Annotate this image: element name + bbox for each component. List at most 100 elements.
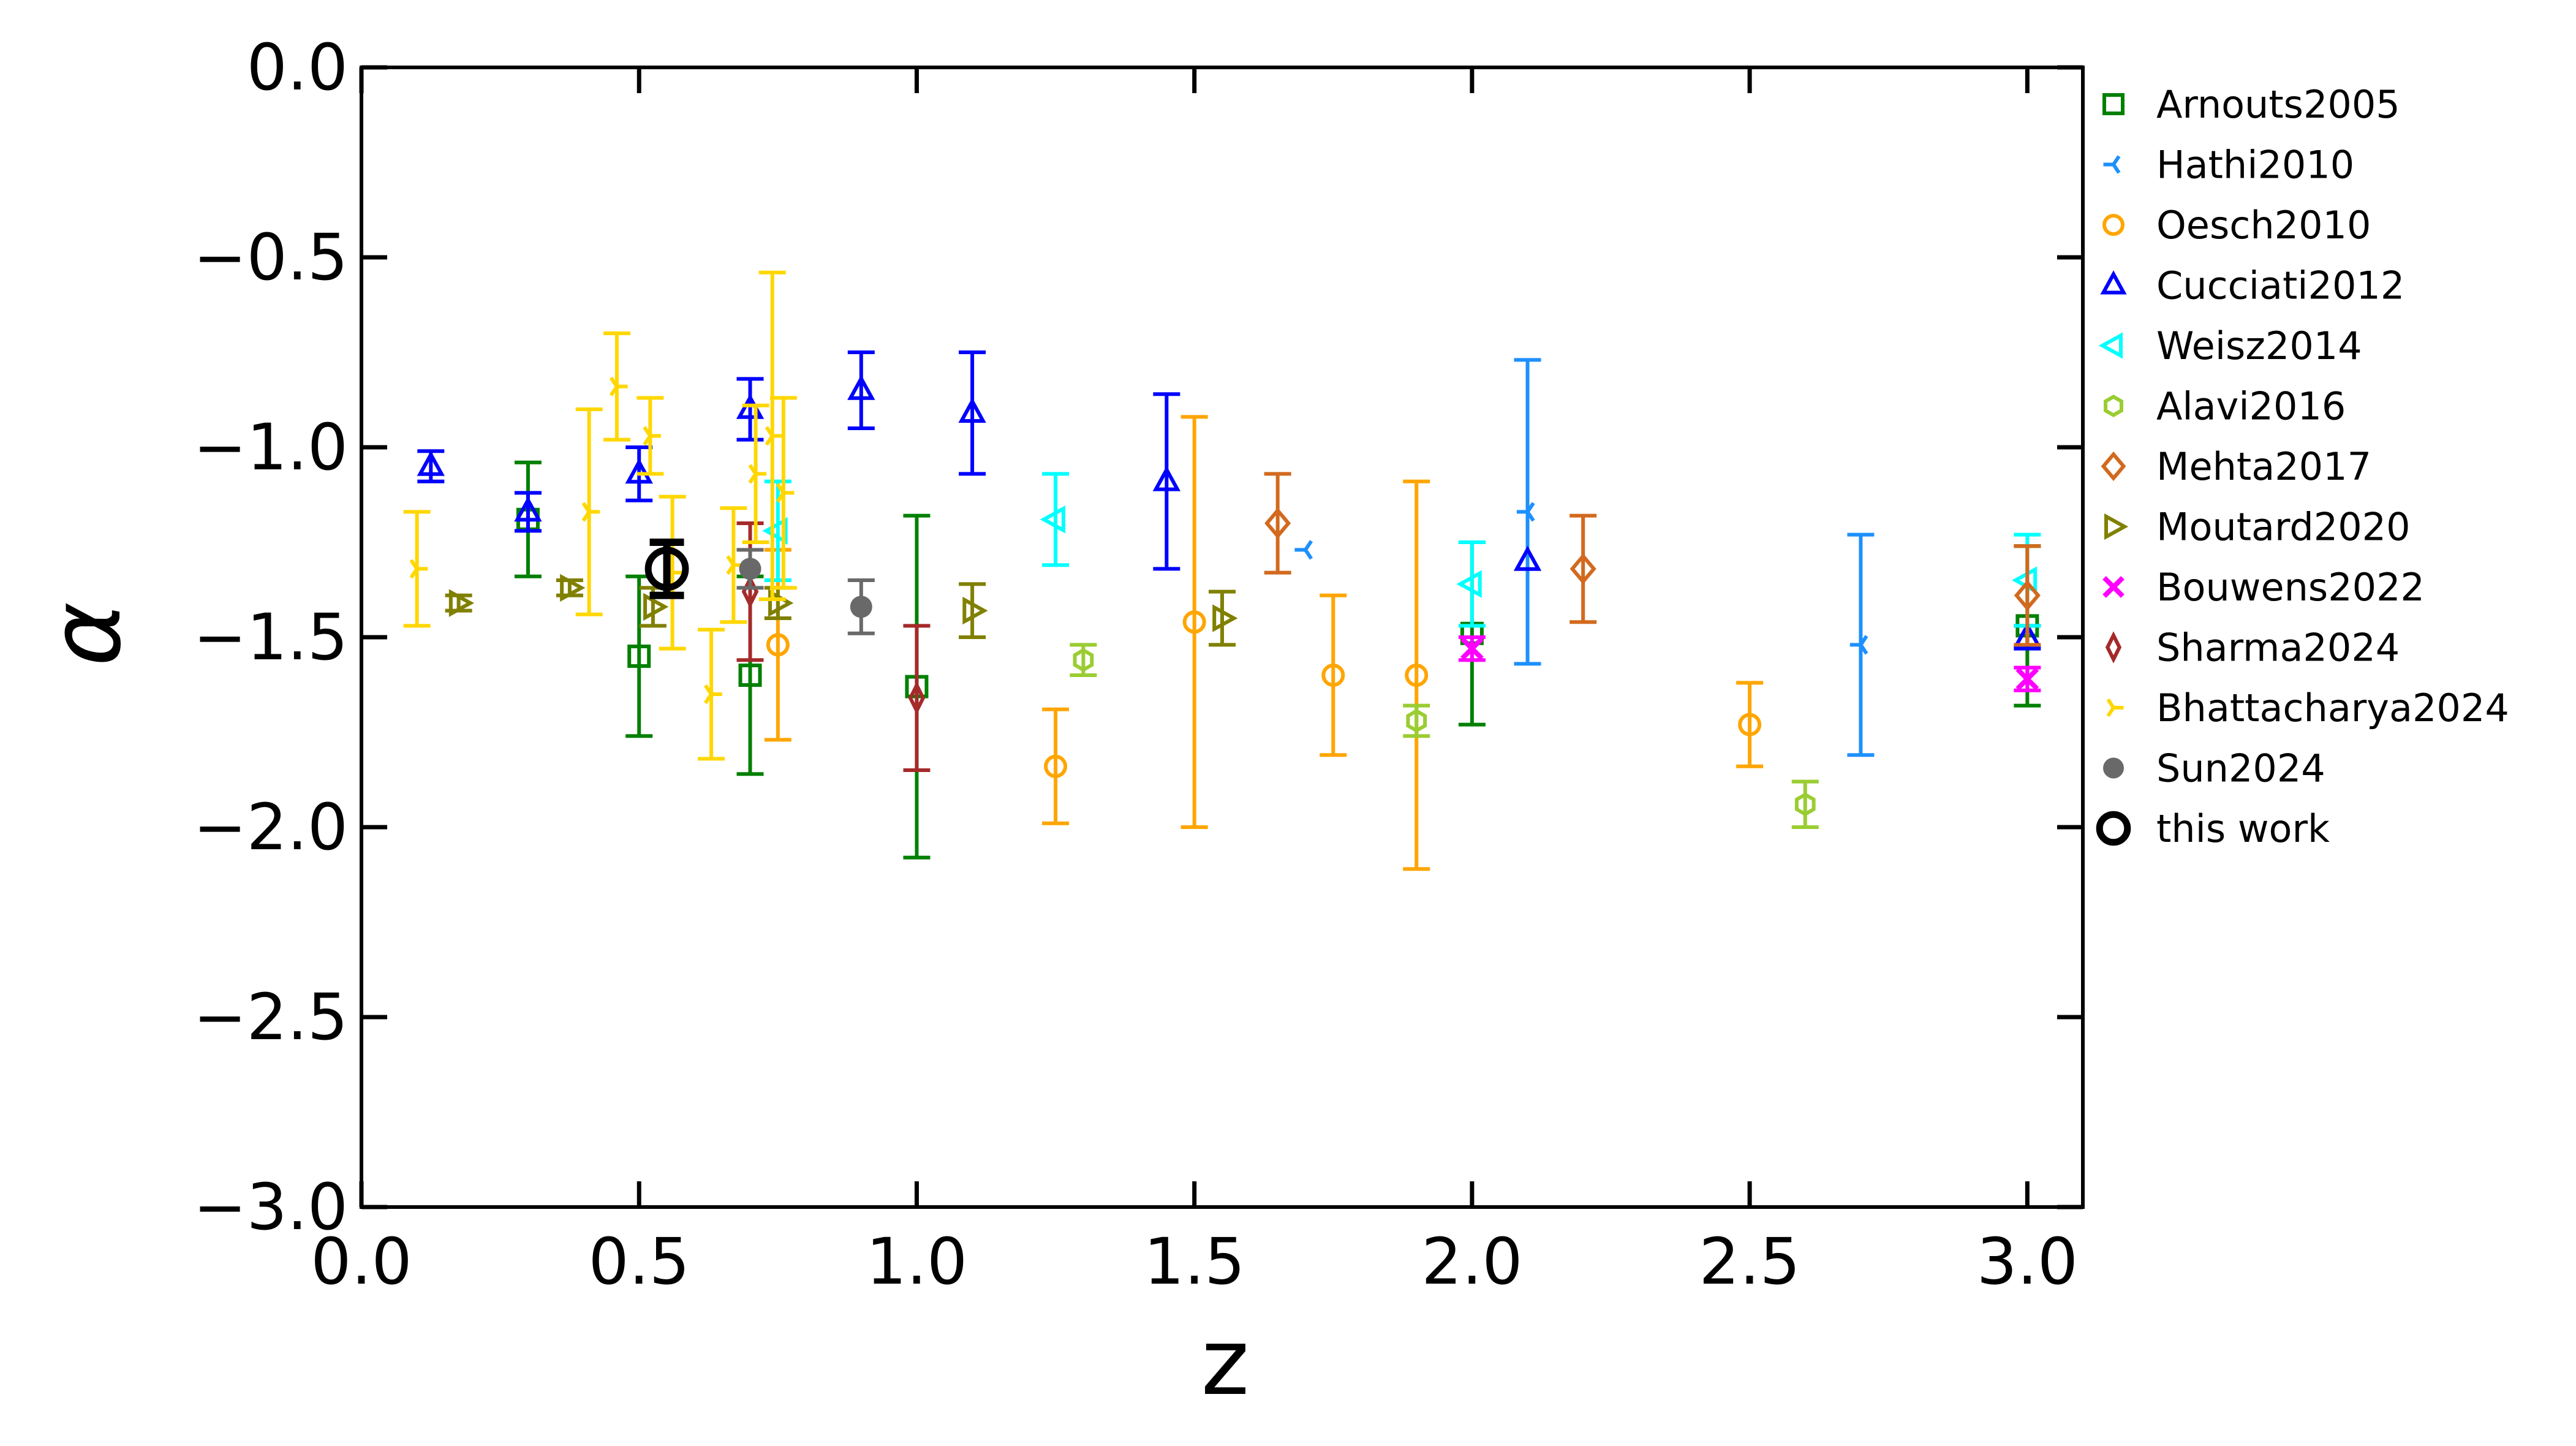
marker-tri-stroke <box>609 385 619 396</box>
legend-label: Alavi2016 <box>2156 384 2346 429</box>
marker-tri-stroke <box>643 434 652 446</box>
marker-tri-stroke <box>409 559 419 570</box>
data-point <box>1456 540 1486 628</box>
series-moutard2020 <box>445 573 1238 647</box>
legend-label: Sun2024 <box>2156 746 2325 791</box>
marker-filled-circle <box>850 596 872 618</box>
marker-tri-stroke <box>703 684 713 695</box>
data-point <box>625 445 653 502</box>
marker-tri-stroke <box>609 376 619 388</box>
data-point <box>445 589 475 617</box>
marker-tri-stroke <box>409 567 419 579</box>
series-bouwens2022 <box>1458 635 2041 692</box>
marker-x-stroke <box>1460 637 1484 661</box>
y-axis-label: α <box>28 602 143 666</box>
data-point <box>959 582 988 639</box>
legend-item: Sun2024 <box>2103 746 2325 791</box>
data-point <box>1264 472 1291 575</box>
data-point <box>1403 703 1430 738</box>
x-tick-label: 3.0 <box>1977 1224 2078 1299</box>
marker-triangle-up <box>847 374 875 400</box>
marker-triangle-up <box>958 397 986 423</box>
marker-triangle-right <box>560 573 586 602</box>
marker-tri-stroke <box>581 510 591 522</box>
y-tick-label: −2.5 <box>193 980 348 1054</box>
data-point <box>958 350 986 476</box>
x-tick-label: 2.0 <box>1421 1224 1522 1299</box>
marker-tri-stroke <box>726 555 735 566</box>
data-point <box>644 539 689 599</box>
marker-triangle-up <box>1152 466 1181 491</box>
marker-tri-stroke <box>748 472 758 484</box>
data-point <box>514 491 542 533</box>
marker-tri-stroke <box>1859 635 1868 646</box>
marker-diamond <box>1264 507 1291 539</box>
marker-tri-stroke <box>1859 643 1868 655</box>
marker-hexagon <box>1073 648 1094 672</box>
marker-triangle-left <box>762 517 788 545</box>
marker-circle <box>1405 664 1429 687</box>
legend-label: Oesch2010 <box>2156 203 2371 248</box>
marker-circle <box>1738 713 1762 736</box>
legend: Arnouts2005 Hathi2010 Oesch2010 Cucciati201… <box>2096 82 2509 851</box>
marker-hexagon <box>1406 708 1427 733</box>
data-point <box>603 331 630 442</box>
marker-circle <box>1044 754 1068 778</box>
series-bhattacharya2024 <box>403 270 797 761</box>
data-point <box>1736 681 1764 768</box>
marker-x-stroke <box>2102 576 2125 598</box>
data-point <box>403 510 431 628</box>
marker-circle <box>2102 214 2125 236</box>
marker-square <box>2102 93 2125 115</box>
legend-item: Arnouts2005 <box>2102 82 2400 127</box>
legend-item: Cucciati2012 <box>2100 263 2404 308</box>
marker-big-circle <box>2096 811 2131 846</box>
data-point <box>1209 589 1238 647</box>
data-point <box>417 449 445 483</box>
y-tick-label: −3.0 <box>193 1170 348 1244</box>
series-weisz2014 <box>762 472 2041 628</box>
data-point <box>1180 415 1208 829</box>
data-point <box>736 548 764 590</box>
marker-triangle-left <box>1040 505 1065 534</box>
legend-label: Hathi2010 <box>2156 143 2354 187</box>
marker-triangle-up <box>625 458 653 484</box>
data-point <box>762 479 791 582</box>
legend-label: Sharma2024 <box>2156 626 2400 670</box>
series-sharma2024 <box>736 521 931 772</box>
data-point <box>1320 593 1347 757</box>
legend-label: Bouwens2022 <box>2156 565 2425 610</box>
marker-tri-stroke <box>726 564 735 575</box>
marker-square <box>738 664 762 687</box>
y-tick-label: 0.0 <box>247 30 348 105</box>
data-point <box>625 574 653 738</box>
y-tick-label: −1.5 <box>193 600 348 675</box>
legend-item: Bhattacharya2024 <box>2106 686 2509 730</box>
marker-tri-stroke <box>2112 155 2121 166</box>
marker-triangle-up <box>1513 545 1542 571</box>
marker-tri-stroke <box>581 502 591 513</box>
data-point <box>636 396 664 476</box>
data-point <box>1791 779 1819 829</box>
series-alavi2016 <box>1070 643 1819 829</box>
data-point <box>1847 532 1875 757</box>
legend-item: Sharma2024 <box>2105 626 2400 670</box>
marker-triangle-right <box>1212 604 1238 632</box>
series-cucciati2012 <box>417 350 2042 651</box>
marker-tri-stroke <box>703 693 713 705</box>
data-point <box>1514 358 1541 666</box>
legend-item: Alavi2016 <box>2104 384 2346 429</box>
data-point <box>736 377 765 442</box>
marker-diamond <box>1569 553 1596 585</box>
data-point <box>758 270 786 601</box>
marker-triangle-up <box>2100 270 2127 295</box>
marker-x-stroke <box>2015 667 2039 691</box>
marker-triangle-left <box>2098 332 2123 359</box>
data-point <box>847 350 875 430</box>
legend-label: Moutard2020 <box>2156 505 2411 550</box>
marker-triangle-right <box>962 596 988 625</box>
marker-diamond <box>2101 451 2126 482</box>
data-point <box>556 573 586 602</box>
series-mehta2017 <box>1264 472 2041 647</box>
data-point <box>1152 392 1181 571</box>
